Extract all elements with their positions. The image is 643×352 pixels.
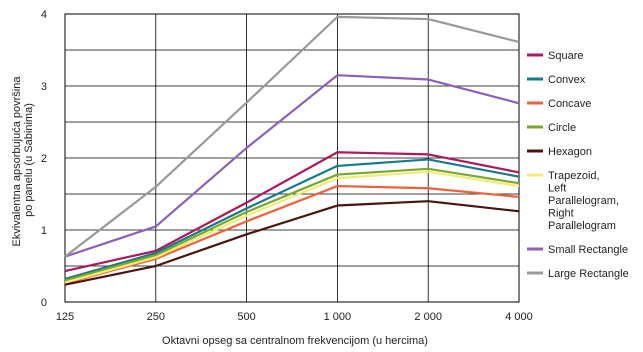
legend-label-line: Trapezoid, bbox=[548, 170, 600, 182]
x-tick-label: 500 bbox=[237, 311, 255, 323]
series-line-0 bbox=[64, 151, 520, 273]
legend-label-line: Convex bbox=[548, 74, 586, 86]
legend-label: Square bbox=[548, 50, 583, 62]
legend-label: Hexagon bbox=[548, 146, 592, 158]
y-axis-label-line-1: Ekvivalentna apsorbujuća površina bbox=[11, 76, 23, 247]
legend-label-line: Square bbox=[548, 50, 583, 62]
series-lines bbox=[64, 15, 520, 286]
y-tick-label: 2 bbox=[41, 153, 47, 165]
legend-label: Large Rectangle bbox=[548, 268, 629, 280]
legend-label-line: Hexagon bbox=[548, 146, 592, 158]
legend-label-line: Circle bbox=[548, 122, 576, 134]
legend: Square Convex Concave Circle Hexagon Trapezoi… bbox=[527, 50, 629, 280]
x-tick-label: 125 bbox=[56, 311, 74, 323]
y-axis-label: Ekvivalentna apsorbujuća površina po pan… bbox=[11, 73, 35, 246]
series-line-5 bbox=[64, 170, 520, 284]
x-tick-labels: 125 250 500 1 000 2 000 4 000 bbox=[56, 311, 533, 323]
series-line-7 bbox=[64, 15, 520, 258]
legend-label: Circle bbox=[548, 122, 576, 134]
legend-label: Convex bbox=[548, 74, 586, 86]
legend-label-line: Right bbox=[548, 208, 574, 220]
y-tick-label: 1 bbox=[41, 225, 47, 237]
y-tick-label: 4 bbox=[41, 9, 47, 21]
legend-label-line: Concave bbox=[548, 98, 591, 110]
legend-label: Concave bbox=[548, 98, 591, 110]
x-tick-label: 2 000 bbox=[414, 311, 442, 323]
series-line-4 bbox=[64, 200, 520, 286]
series-line-2 bbox=[64, 184, 520, 285]
y-tick-label: 3 bbox=[41, 81, 47, 93]
series-line-6 bbox=[64, 74, 520, 258]
grid-lines bbox=[64, 13, 520, 303]
legend-label-line: Parallelogram, bbox=[548, 195, 619, 207]
legend-label-line: Left bbox=[548, 183, 566, 195]
legend-label-line: Small Rectangle bbox=[548, 244, 628, 256]
x-axis-label: Oktavni opseg sa centralnom frekvencijom… bbox=[162, 335, 428, 347]
series-line-3 bbox=[64, 167, 520, 282]
legend-label-line: Parallelogram bbox=[548, 220, 616, 232]
y-axis-label-line-2: po panelu (u Sabinima) bbox=[23, 103, 35, 217]
legend-label: Trapezoid, Left Parallelogram, Right Paralle… bbox=[548, 170, 619, 232]
y-tick-label: 0 bbox=[41, 297, 47, 309]
y-tick-labels: 0 1 2 3 4 bbox=[41, 9, 47, 309]
legend-label: Small Rectangle bbox=[548, 244, 628, 256]
x-tick-label: 250 bbox=[147, 311, 165, 323]
legend-label-line: Large Rectangle bbox=[548, 268, 629, 280]
x-tick-label: 1 000 bbox=[324, 311, 352, 323]
series-line-1 bbox=[64, 158, 520, 281]
x-tick-label: 4 000 bbox=[505, 311, 533, 323]
